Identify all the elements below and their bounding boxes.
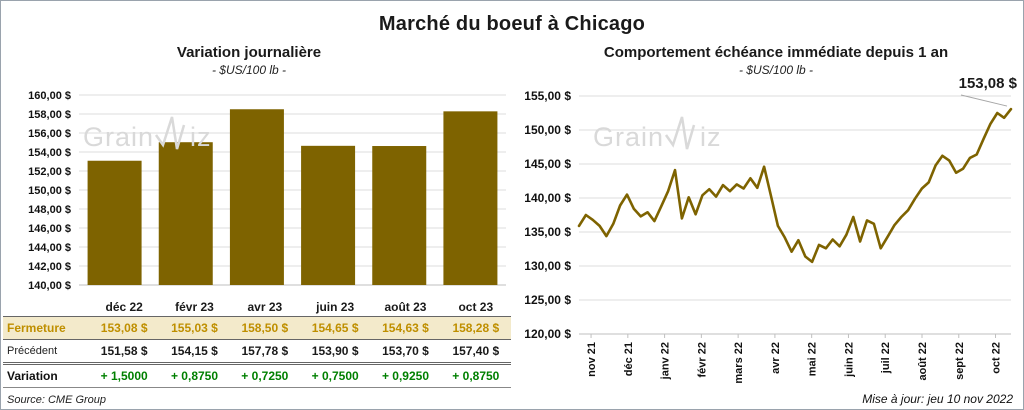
x-axis-tick-label: mars 22 bbox=[733, 342, 745, 384]
value-cell: 153,90 $ bbox=[299, 339, 371, 365]
table-row-variation: Variation + 1,5000 + 0,8750 + 0,7250 + 0,750… bbox=[3, 363, 511, 388]
page-title: Marché du boeuf à Chicago bbox=[378, 13, 646, 35]
table-corner-cell bbox=[3, 298, 89, 317]
bar bbox=[372, 146, 427, 285]
bar bbox=[87, 160, 142, 285]
y-axis-tick-label: 154,00 $ bbox=[28, 147, 71, 159]
value-cell: 157,40 $ bbox=[440, 339, 511, 365]
bar bbox=[229, 109, 284, 285]
value-cell: 153,08 $ bbox=[89, 316, 160, 340]
value-cell: + 1,5000 bbox=[89, 363, 160, 388]
value-cell: + 0,8750 bbox=[159, 363, 230, 388]
line-chart-title: Comportement échéance immédiate depuis 1… bbox=[603, 44, 949, 61]
value-cell: 158,50 $ bbox=[229, 316, 300, 340]
quotes-table: déc 22 févr 23 avr 23 juin 23 août 23 oct 23 F… bbox=[3, 298, 511, 388]
x-axis-tick-label: mai 22 bbox=[807, 342, 819, 376]
value-cell: + 0,9250 bbox=[370, 363, 441, 388]
callout-leader-line bbox=[960, 94, 1008, 107]
y-axis-tick-label: 150,00 $ bbox=[524, 123, 571, 137]
y-axis-tick-label: 142,00 $ bbox=[28, 261, 71, 273]
value-cell: 154,15 $ bbox=[159, 339, 230, 365]
y-axis-tick-label: 160,00 $ bbox=[28, 90, 71, 102]
value-cell: 155,03 $ bbox=[159, 316, 230, 340]
y-axis-tick-label: 156,00 $ bbox=[28, 128, 71, 140]
y-axis-tick-label: 152,00 $ bbox=[28, 166, 71, 178]
y-axis-tick-label: 155,00 $ bbox=[524, 89, 571, 103]
row-label: Fermeture bbox=[3, 316, 89, 340]
x-axis-tick-label: janv 22 bbox=[660, 342, 672, 380]
y-axis-tick-label: 158,00 $ bbox=[28, 109, 71, 121]
value-cell: 151,58 $ bbox=[89, 339, 160, 365]
x-axis-tick-label: avr 22 bbox=[770, 342, 782, 374]
column-header: juin 23 bbox=[316, 300, 355, 314]
x-axis-tick-label: juin 22 bbox=[843, 342, 855, 378]
price-line bbox=[577, 107, 1013, 264]
y-axis-tick-label: 148,00 $ bbox=[28, 204, 71, 216]
bar bbox=[443, 111, 498, 285]
row-label: Précédent bbox=[3, 339, 89, 365]
row-label: Variation bbox=[3, 363, 89, 388]
x-axis-tick-label: juil 22 bbox=[880, 342, 892, 374]
y-axis-tick-label: 130,00 $ bbox=[524, 259, 571, 273]
value-cell: 154,65 $ bbox=[299, 316, 371, 340]
x-axis-tick-label: nov 21 bbox=[586, 342, 598, 377]
y-axis-tick-label: 140,00 $ bbox=[524, 191, 571, 205]
y-axis-tick-label: 120,00 $ bbox=[524, 327, 571, 341]
last-price-callout: 153,08 $ bbox=[958, 75, 1017, 92]
x-axis-tick-label: août 22 bbox=[917, 342, 929, 381]
value-cell: + 0,7250 bbox=[229, 363, 300, 388]
column-header: avr 23 bbox=[247, 300, 283, 314]
value-cell: 158,28 $ bbox=[440, 316, 511, 340]
table-row-precedent: Précédent 151,58 $154,15 $157,78 $153,90 … bbox=[3, 339, 511, 365]
y-axis-tick-label: 135,00 $ bbox=[524, 225, 571, 239]
column-header: déc 22 bbox=[105, 300, 143, 314]
value-cell: 154,63 $ bbox=[370, 316, 441, 340]
x-axis-tick-label: sept 22 bbox=[954, 342, 966, 380]
x-axis-tick-label: déc 21 bbox=[623, 342, 635, 376]
value-cell: 153,70 $ bbox=[370, 339, 441, 365]
value-cell: + 0,8750 bbox=[440, 363, 511, 388]
y-axis-tick-label: 150,00 $ bbox=[28, 185, 71, 197]
line-chart-subtitle: - $US/100 lb - bbox=[738, 63, 814, 77]
daily-variation-bar-chart: 140,00 $ 142,00 $ 144,00 $ 146,00 $ 148,00 $… bbox=[28, 90, 506, 292]
value-cell: 157,78 $ bbox=[229, 339, 300, 365]
bar bbox=[301, 145, 356, 285]
one-year-line-chart: 120,00 $ 125,00 $ 130,00 $ 135,00 $ 140,00 $… bbox=[524, 89, 1013, 384]
source-note: Source: CME Group bbox=[7, 394, 107, 406]
column-header: oct 23 bbox=[458, 300, 494, 314]
column-header: févr 23 bbox=[175, 300, 214, 314]
y-axis-tick-label: 145,00 $ bbox=[524, 157, 571, 171]
updated-note: Mise à jour: jeu 10 nov 2022 bbox=[862, 392, 1013, 406]
value-cell: + 0,7500 bbox=[299, 363, 371, 388]
y-axis-tick-label: 146,00 $ bbox=[28, 223, 71, 235]
bar bbox=[158, 142, 213, 285]
x-axis-tick-label: févr 22 bbox=[696, 342, 708, 377]
table-header-row: déc 22 févr 23 avr 23 juin 23 août 23 oct 23 bbox=[3, 298, 511, 317]
y-axis-tick-label: 125,00 $ bbox=[524, 293, 571, 307]
column-header: août 23 bbox=[384, 300, 427, 314]
y-axis-tick-label: 144,00 $ bbox=[28, 242, 71, 254]
table-row-fermeture: Fermeture 153,08 $155,03 $158,50 $154,65 … bbox=[3, 316, 511, 340]
y-axis-tick-label: 140,00 $ bbox=[28, 280, 71, 292]
x-axis-tick-label: oct 22 bbox=[991, 342, 1003, 374]
bar-chart-subtitle: - $US/100 lb - bbox=[211, 63, 287, 77]
bar-chart-title: Variation journalière bbox=[176, 44, 322, 61]
